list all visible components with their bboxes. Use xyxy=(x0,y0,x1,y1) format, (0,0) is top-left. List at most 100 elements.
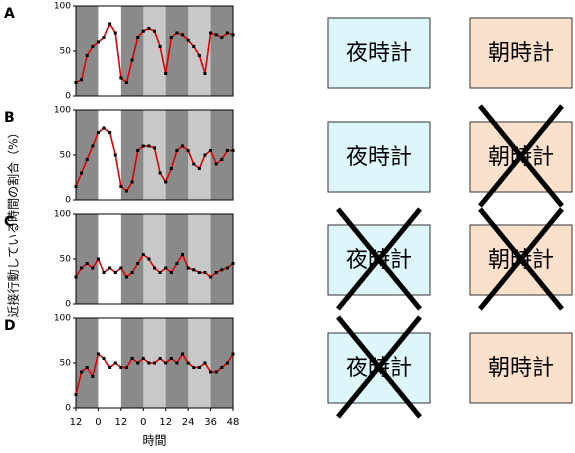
data-point xyxy=(80,266,84,270)
data-point xyxy=(175,149,179,152)
panel-label: D xyxy=(4,318,16,334)
light-phase-band xyxy=(143,6,167,96)
light-phase-band xyxy=(120,318,144,408)
clock-box xyxy=(469,17,573,89)
data-point xyxy=(214,162,218,166)
data-point xyxy=(197,271,201,274)
data-point xyxy=(124,81,128,84)
light-phase-band xyxy=(120,6,144,96)
data-point xyxy=(113,31,117,35)
data-point xyxy=(147,257,151,261)
y-tick-label: 0 xyxy=(65,92,71,102)
panel-label: C xyxy=(4,214,14,230)
data-point xyxy=(141,253,145,256)
data-point xyxy=(141,144,145,148)
data-point xyxy=(119,366,123,369)
data-point xyxy=(119,266,123,270)
data-point xyxy=(96,352,100,356)
data-point xyxy=(225,361,229,365)
data-point xyxy=(186,361,190,365)
light-phase-band xyxy=(210,6,234,96)
data-point xyxy=(80,370,84,374)
data-point xyxy=(192,268,196,272)
light-phase-band xyxy=(98,318,122,408)
y-tick-label: 100 xyxy=(54,2,71,12)
clock-label: 朝時計 xyxy=(488,356,554,381)
data-point xyxy=(225,266,229,270)
data-point xyxy=(136,149,140,152)
data-point xyxy=(164,361,168,365)
y-tick-label: 100 xyxy=(54,314,71,324)
light-phase-band xyxy=(98,6,122,96)
light-phase-band xyxy=(188,318,211,408)
panel-label: A xyxy=(4,6,15,22)
data-point xyxy=(124,275,128,279)
x-tick-label: 24 xyxy=(182,417,195,428)
data-point xyxy=(209,275,213,279)
light-phase-band xyxy=(210,110,234,200)
data-point xyxy=(220,158,224,161)
data-point xyxy=(203,271,207,274)
data-point xyxy=(225,31,229,35)
data-point xyxy=(91,375,95,378)
data-point xyxy=(108,131,112,134)
light-phase-band xyxy=(120,214,144,304)
data-point xyxy=(74,81,78,84)
y-tick-label: 100 xyxy=(54,210,71,220)
cross-mark xyxy=(336,315,422,419)
light-phase-band xyxy=(98,110,122,200)
data-point xyxy=(153,146,156,150)
data-point xyxy=(113,153,117,157)
data-point xyxy=(203,72,207,75)
data-point xyxy=(175,361,179,365)
data-point xyxy=(169,271,173,274)
data-point xyxy=(96,257,100,261)
data-point xyxy=(102,126,106,130)
data-point xyxy=(130,357,134,360)
x-tick-label: 12 xyxy=(70,417,83,428)
data-point xyxy=(124,366,128,369)
data-point xyxy=(169,357,173,360)
data-point xyxy=(130,58,134,62)
data-point xyxy=(231,262,235,265)
cross-mark xyxy=(478,207,564,311)
data-point xyxy=(119,185,123,188)
data-point xyxy=(85,262,89,265)
x-tick-label: 12 xyxy=(114,417,127,428)
cross-mark xyxy=(336,207,422,311)
panel-label: B xyxy=(4,110,15,126)
data-point xyxy=(225,149,229,152)
data-point xyxy=(209,149,213,152)
clock-label: 夜時計 xyxy=(346,41,412,66)
data-point xyxy=(153,361,156,365)
data-point xyxy=(231,33,235,37)
data-point xyxy=(186,149,190,152)
data-point xyxy=(85,158,89,161)
data-point xyxy=(124,189,128,193)
clock-box xyxy=(469,332,573,404)
data-point xyxy=(197,54,201,57)
data-point xyxy=(96,131,100,134)
data-point xyxy=(130,180,134,184)
data-point xyxy=(158,45,162,48)
x-tick-label: 0 xyxy=(95,417,101,428)
light-phase-band xyxy=(98,214,122,304)
data-point xyxy=(102,357,106,360)
data-point xyxy=(192,366,196,369)
data-point xyxy=(169,36,173,39)
clock-label: 朝時計 xyxy=(488,41,554,66)
data-point xyxy=(147,144,151,148)
data-point xyxy=(102,36,106,39)
data-point xyxy=(203,361,207,365)
data-point xyxy=(136,262,140,265)
data-point xyxy=(80,78,84,82)
light-phase-band xyxy=(120,110,144,200)
data-point xyxy=(231,352,235,356)
data-point xyxy=(175,31,179,35)
data-point xyxy=(141,29,145,33)
data-point xyxy=(74,185,78,188)
x-axis-label: 時間 xyxy=(142,434,166,448)
data-point xyxy=(220,36,224,39)
data-point xyxy=(136,36,140,39)
light-phase-band xyxy=(165,6,189,96)
